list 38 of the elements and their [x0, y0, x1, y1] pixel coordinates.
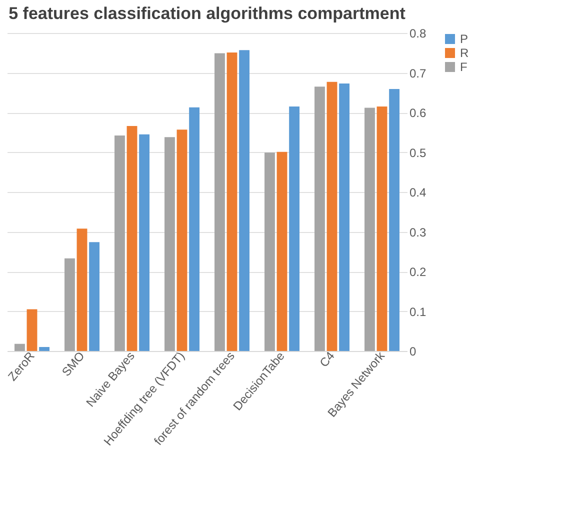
- bar: [314, 86, 325, 351]
- legend-label: R: [460, 46, 469, 60]
- bar: [176, 130, 188, 351]
- bar: [64, 258, 75, 351]
- bar: [139, 134, 150, 351]
- bar: [276, 152, 288, 351]
- y-tick-label: 0.5: [410, 146, 427, 160]
- y-tick-label: 0: [410, 344, 416, 358]
- x-tick-label: C4: [316, 348, 338, 370]
- bar: [89, 242, 100, 351]
- bar: [164, 137, 175, 351]
- legend-label: F: [460, 60, 468, 74]
- y-tick-label: 0.8: [410, 26, 427, 40]
- bar: [339, 83, 350, 351]
- bar: [39, 347, 50, 351]
- bar: [264, 152, 275, 351]
- bar: [389, 89, 400, 351]
- y-tick-label: 0.2: [410, 265, 427, 279]
- bar: [289, 106, 300, 351]
- bar: [239, 50, 250, 351]
- bar: [376, 106, 388, 351]
- chart-title: 5 features classification algorithms compartment: [8, 4, 406, 23]
- y-tick-label: 0.1: [410, 304, 427, 319]
- y-tick-label: 0.7: [410, 66, 427, 80]
- bar: [126, 126, 138, 351]
- bar: [326, 82, 338, 351]
- y-tick-label: 0.3: [410, 225, 427, 240]
- bar: [226, 52, 238, 351]
- bar: [26, 309, 38, 351]
- y-tick-label: 0.6: [410, 106, 427, 120]
- bar: [189, 107, 200, 351]
- bar: [364, 108, 375, 351]
- bar: [76, 228, 88, 351]
- y-tick-label: 0.4: [410, 186, 427, 200]
- legend-label: P: [460, 32, 468, 46]
- bar: [14, 344, 25, 351]
- bar: [114, 136, 125, 351]
- bar: [214, 53, 225, 351]
